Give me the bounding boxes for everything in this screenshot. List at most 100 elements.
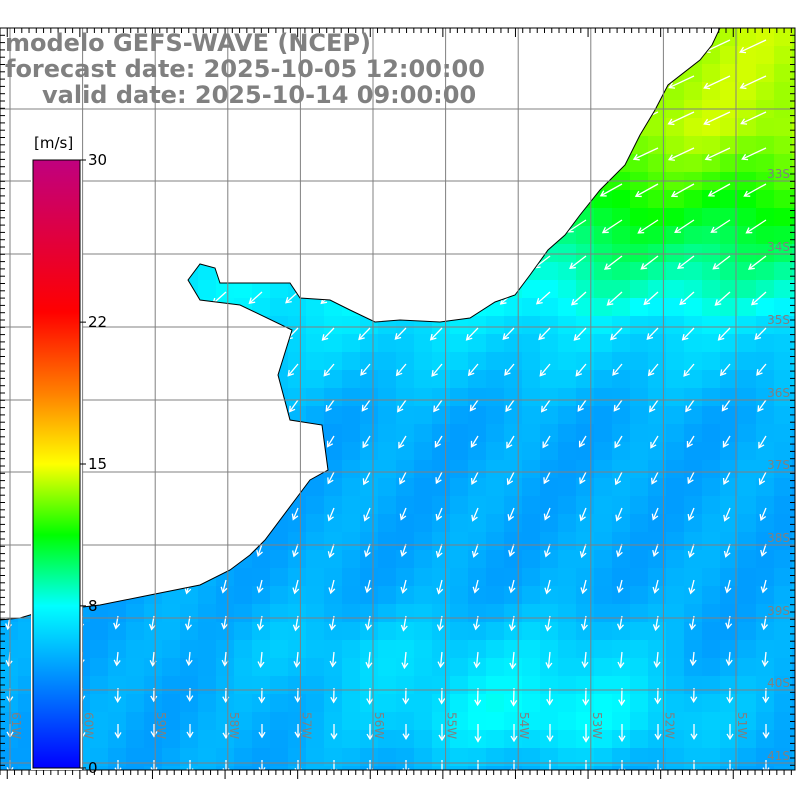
speed-cell (792, 208, 795, 227)
speed-cell (126, 730, 145, 749)
speed-cell (360, 712, 379, 731)
speed-cell (216, 622, 235, 641)
speed-cell (756, 118, 775, 137)
wind-arrow (703, 111, 731, 126)
wind-arrow (725, 651, 733, 667)
longitude-labels: 61W 60W 59W 58W 57W 56W 55W 54W 53W 52W 51W (9, 712, 749, 739)
speed-cell (306, 388, 325, 407)
speed-cell (720, 460, 739, 479)
speed-cell (306, 622, 325, 641)
speed-cell (414, 388, 433, 407)
wind-arrow (545, 651, 553, 669)
wind-arrow (509, 651, 517, 670)
speed-cell (342, 676, 361, 695)
speed-cell (540, 748, 559, 767)
speed-cell (288, 658, 307, 677)
speed-cell (468, 622, 487, 641)
speed-cell (720, 712, 739, 731)
speed-cell (630, 622, 649, 641)
speed-cell (180, 730, 199, 749)
wind-arrow (579, 507, 587, 522)
speed-cell (432, 766, 451, 770)
speed-cell (522, 460, 541, 479)
speed-cell (702, 586, 721, 605)
speed-cell (612, 550, 631, 569)
speed-cell (360, 388, 379, 407)
wind-arrow (546, 724, 554, 742)
speed-cell (396, 496, 415, 515)
speed-cell (738, 460, 757, 479)
wind-arrow (395, 363, 407, 377)
wind-arrow (581, 651, 589, 669)
speed-cell (450, 406, 469, 425)
speed-cell (594, 568, 613, 587)
speed-cell (648, 316, 667, 335)
speed-cell (450, 694, 469, 713)
speed-cell (630, 280, 649, 299)
wind-arrow (399, 471, 407, 485)
speed-cell (378, 478, 397, 497)
speed-cell (612, 748, 631, 767)
speed-cell (414, 496, 433, 515)
speed-cell (792, 622, 795, 641)
speed-cell (612, 640, 631, 659)
speed-cell (630, 460, 649, 479)
speed-cell (522, 658, 541, 677)
speed-cell (342, 622, 361, 641)
wind-arrow (505, 399, 515, 413)
map-frame (0, 27, 796, 771)
speed-cell (162, 712, 181, 731)
wind-arrow (288, 399, 299, 413)
speed-cell (324, 730, 343, 749)
speed-cell (180, 658, 199, 677)
wind-arrow (256, 579, 264, 594)
speed-cell (756, 424, 775, 443)
speed-cell (342, 748, 361, 767)
speed-cell (774, 568, 793, 587)
speed-cell (702, 478, 721, 497)
speed-cell (0, 766, 19, 770)
speed-cell (720, 388, 739, 407)
speed-cell (90, 730, 109, 749)
speed-cell (360, 568, 379, 587)
speed-cell (90, 640, 109, 659)
speed-cell (540, 316, 559, 335)
speed-cell (630, 766, 649, 770)
wind-arrow (258, 724, 266, 739)
speed-cell (468, 532, 487, 551)
speed-cell (720, 658, 739, 677)
speed-cell (630, 712, 649, 731)
wind-arrow (401, 651, 409, 670)
speed-cell (468, 316, 487, 335)
speed-cell (558, 622, 577, 641)
speed-cell (306, 730, 325, 749)
speed-cell (180, 766, 199, 770)
speed-cell (540, 568, 559, 587)
wind-arrow (467, 363, 479, 377)
speed-cell (666, 604, 685, 623)
wind-arrow (687, 543, 695, 558)
wind-arrow (365, 651, 373, 669)
speed-cell (522, 604, 541, 623)
speed-cell (306, 370, 325, 389)
speed-cell (450, 730, 469, 749)
speed-cell (324, 460, 343, 479)
speed-cell (774, 712, 793, 731)
speed-cell (720, 190, 739, 209)
speed-cell (558, 496, 577, 515)
speed-cell (360, 334, 379, 353)
speed-cell (252, 748, 271, 767)
speed-cell (162, 640, 181, 659)
speed-cell (306, 298, 325, 317)
speed-cell (414, 370, 433, 389)
wind-arrow (543, 471, 551, 485)
speed-cell (612, 568, 631, 587)
wind-arrow (654, 760, 662, 770)
wind-arrow (653, 651, 661, 668)
speed-cell (396, 766, 415, 770)
speed-cell (324, 748, 343, 767)
speed-cell (450, 748, 469, 767)
speed-cell (522, 298, 541, 317)
speed-cell (666, 316, 685, 335)
speed-cell (612, 766, 631, 770)
